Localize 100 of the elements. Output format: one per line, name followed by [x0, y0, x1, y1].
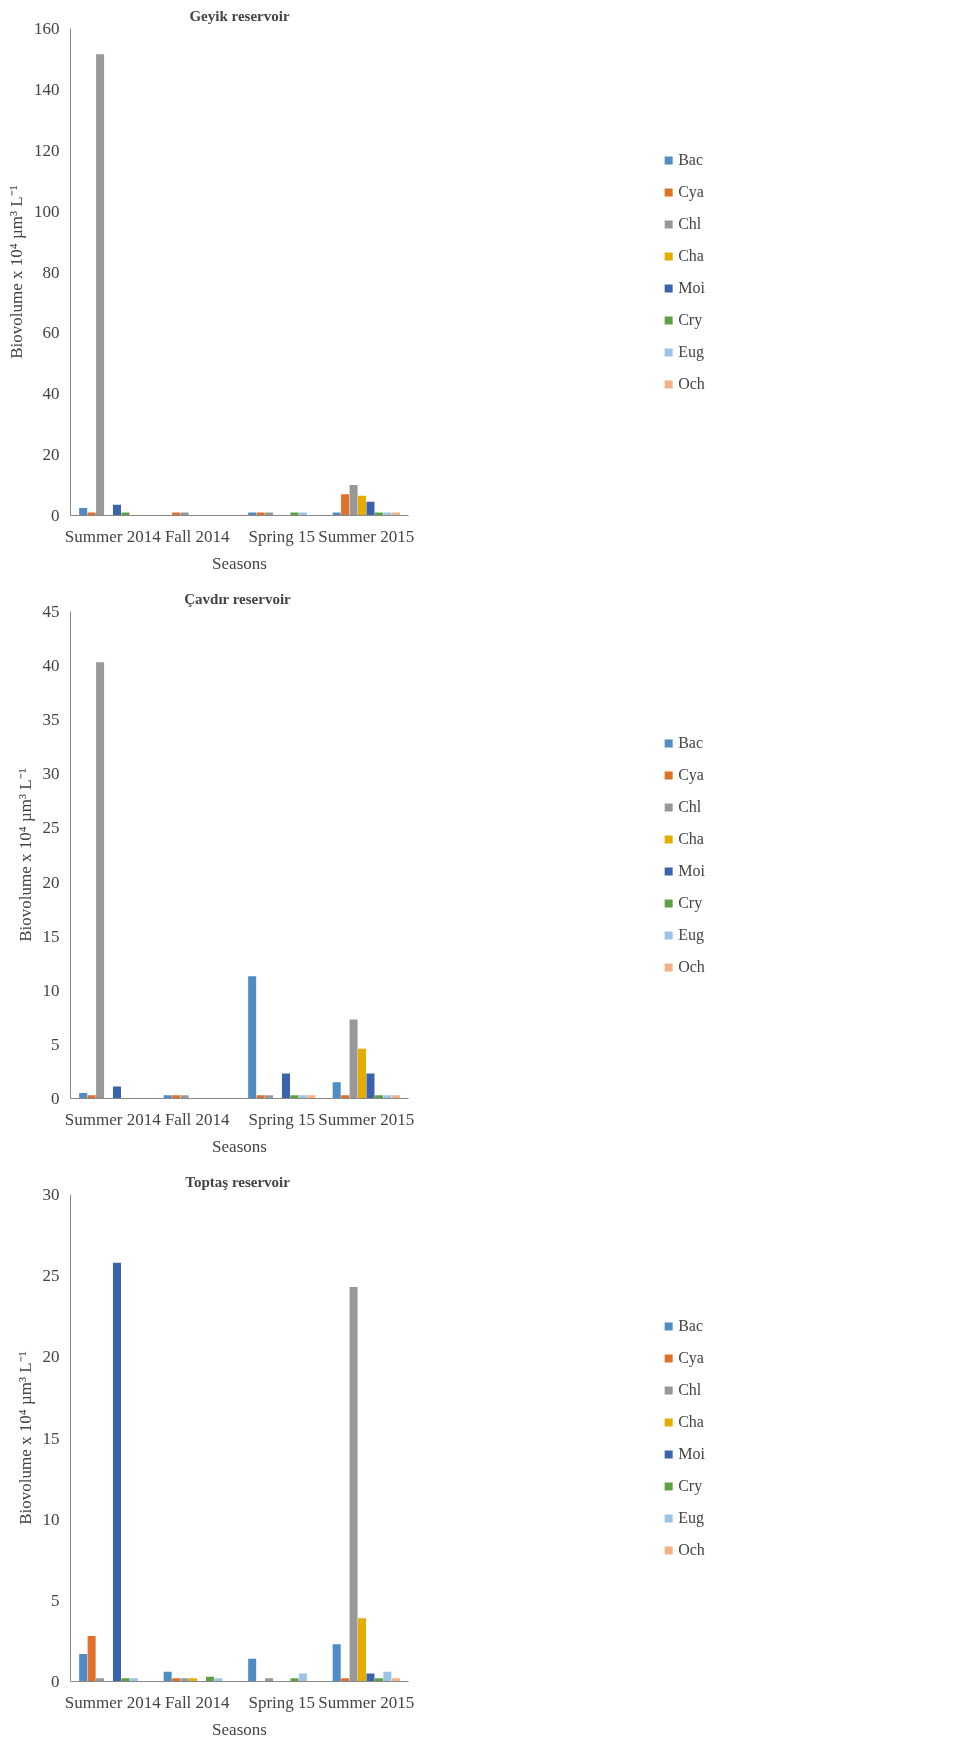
legend-label: Cha [678, 246, 704, 265]
legend-label: Cya [678, 765, 704, 784]
y-tick-label: 40 [42, 656, 60, 676]
bar [248, 1658, 257, 1682]
y-tick-label: 160 [34, 19, 60, 38]
legend-label: Eug [678, 1508, 704, 1527]
bar [349, 485, 358, 516]
y-tick-label: 10 [42, 1509, 60, 1529]
x-tick-label: Fall 2014 [164, 1692, 231, 1712]
y-tick-label: 10 [42, 980, 60, 1000]
y-tick-label: 35 [42, 710, 60, 730]
bar [248, 512, 257, 516]
legend-label: Eug [678, 925, 704, 944]
legend-label: Bac [678, 150, 704, 169]
x-tick-label: Summer 2015 [318, 1692, 415, 1712]
legend-label: Moi [678, 861, 705, 880]
bar [180, 1678, 189, 1682]
bar [121, 1678, 130, 1682]
bar [332, 1082, 341, 1099]
x-tick-label: Summer 2015 [318, 526, 415, 546]
bar [332, 1644, 341, 1682]
x-tick-label: Fall 2014 [164, 1109, 231, 1129]
bar [290, 1095, 299, 1099]
bar [281, 1073, 290, 1099]
bar [298, 1673, 307, 1682]
bar [248, 976, 257, 1099]
legend-label: Moi [678, 1444, 705, 1463]
legend-label: Chl [678, 1380, 702, 1399]
bar [383, 1095, 392, 1099]
bar [332, 512, 341, 516]
bar [383, 1671, 392, 1682]
bar [383, 512, 392, 516]
bar [87, 1095, 96, 1099]
bar [172, 1095, 181, 1099]
bar [214, 1678, 223, 1682]
x-axis-title: Seasons [212, 553, 267, 573]
bar [96, 1678, 105, 1682]
bar [256, 512, 265, 516]
legend-label: Chl [678, 214, 702, 233]
bar [374, 1678, 383, 1682]
bar [79, 507, 88, 516]
bar [341, 1678, 350, 1682]
legend-label: Eug [678, 342, 704, 361]
y-tick-label: 20 [42, 872, 60, 892]
legend-label: Cya [678, 1348, 704, 1367]
y-tick-label: 40 [42, 384, 60, 404]
bar [366, 501, 375, 516]
bar [180, 1095, 189, 1099]
bar [112, 1262, 121, 1682]
y-tick-label: 15 [42, 1428, 60, 1448]
bar [366, 1073, 375, 1099]
y-axis-title: Biovolume x 10⁴ µm³ L⁻¹ [15, 1351, 35, 1525]
x-tick-label: Spring 15 [248, 1109, 316, 1129]
bar [349, 1287, 358, 1682]
bar [79, 1653, 88, 1682]
x-tick-label: Summer 2014 [64, 526, 162, 546]
legend-label: Bac [678, 733, 704, 752]
y-tick-label: 25 [42, 818, 60, 838]
y-tick-label: 5 [51, 1034, 60, 1054]
y-tick-label: 0 [51, 506, 60, 525]
y-axis-title: Biovolume x 10⁴ µm³ L⁻¹ [7, 185, 26, 359]
legend-label: Cry [678, 1476, 703, 1495]
bar [290, 1678, 299, 1682]
bar [391, 1678, 400, 1682]
bar [307, 1095, 316, 1099]
bar [265, 512, 274, 516]
x-tick-label: Spring 15 [248, 526, 316, 546]
y-tick-label: 120 [34, 140, 60, 160]
y-tick-label: 15 [42, 926, 60, 946]
chart-title: Çavdır reservoir [184, 590, 292, 607]
legend-label: Cha [678, 829, 704, 848]
chart-title: Geyik reservoir [189, 7, 290, 24]
x-tick-label: Summer 2014 [64, 1692, 162, 1712]
bar [129, 1678, 138, 1682]
x-axis-title: Seasons [212, 1719, 267, 1739]
bar [358, 1618, 367, 1682]
bar [391, 512, 400, 516]
x-tick-label: Summer 2014 [64, 1109, 162, 1129]
bar [391, 1095, 400, 1099]
bar [358, 495, 367, 516]
bar [172, 1678, 181, 1682]
bar [112, 504, 121, 516]
bar [256, 1095, 265, 1099]
y-tick-label: 20 [42, 445, 60, 465]
y-tick-label: 140 [34, 79, 60, 99]
y-tick-label: 80 [42, 262, 60, 282]
legend-label: Cha [678, 1412, 704, 1431]
y-tick-label: 0 [51, 1089, 60, 1108]
bar [172, 512, 181, 516]
y-tick-label: 25 [42, 1266, 60, 1286]
bar [163, 1095, 172, 1099]
bar [366, 1673, 375, 1682]
bar [349, 1019, 358, 1099]
x-tick-label: Fall 2014 [164, 526, 231, 546]
y-tick-label: 0 [51, 1672, 60, 1691]
legend-label: Chl [678, 797, 702, 816]
bar [87, 1636, 96, 1682]
y-tick-label: 30 [42, 764, 60, 784]
legend-label: Cya [678, 182, 704, 201]
bar [265, 1678, 274, 1682]
